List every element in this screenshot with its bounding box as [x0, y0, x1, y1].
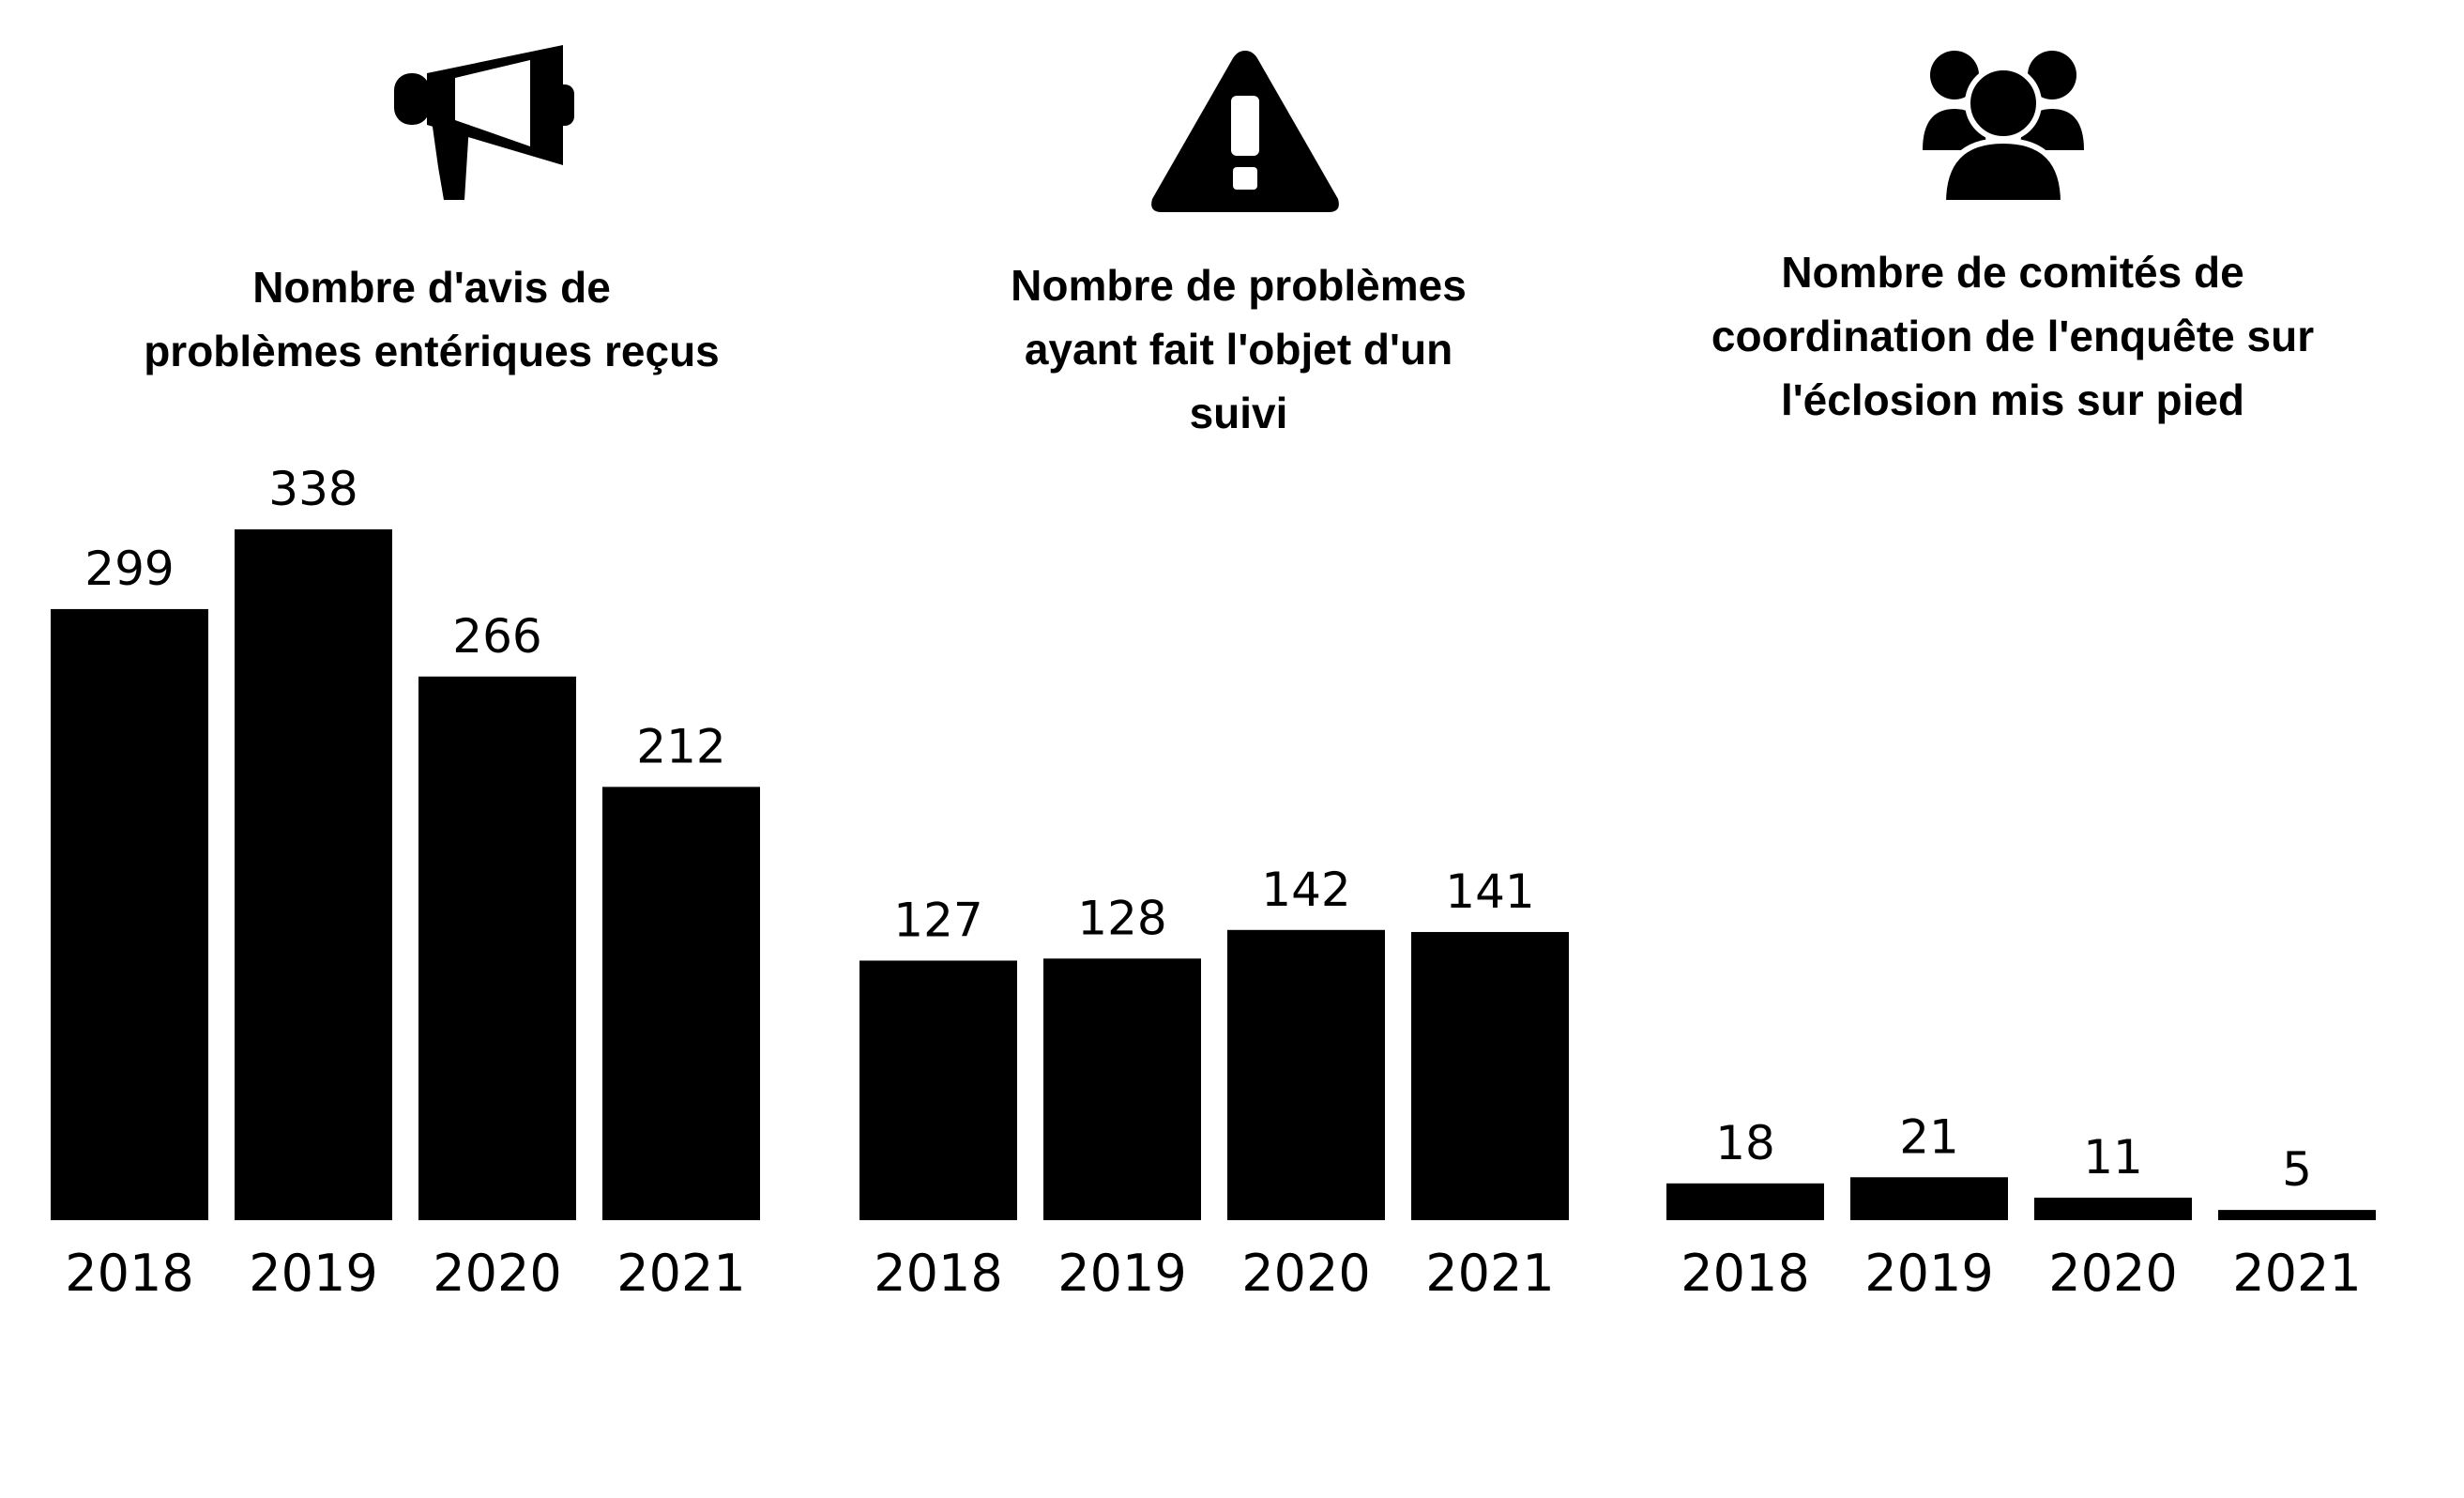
data-label-2018: 18	[1715, 1116, 1775, 1170]
bar-2021	[602, 787, 760, 1220]
x-tick-label-2021: 2021	[1425, 1244, 1554, 1303]
x-tick-label-2020: 2020	[2048, 1244, 2177, 1303]
x-tick-label-2020: 2020	[1241, 1244, 1370, 1303]
chart-3-title-line-1: Nombre de comités de	[1781, 248, 2244, 297]
data-label-2019: 338	[268, 462, 357, 516]
chart-2-title: Nombre de problèmes ayant fait l'objet d…	[844, 253, 1633, 445]
x-tick-label-2021: 2021	[2232, 1244, 2361, 1303]
chart-3-title-line-3: l'éclosion mis sur pied	[1780, 375, 2245, 424]
chart-3-title-line-2: coordination de l'enquête sur	[1711, 312, 2315, 360]
data-label-2018: 127	[893, 893, 982, 947]
bar-2018	[51, 608, 208, 1220]
data-label-2021: 141	[1445, 864, 1534, 919]
bar-2020	[2034, 1198, 2192, 1220]
x-tick-label-2018: 2018	[1681, 1244, 1809, 1303]
bar-2018	[859, 960, 1017, 1220]
data-label-2018: 299	[84, 542, 174, 596]
x-tick-label-2019: 2019	[249, 1244, 377, 1303]
chart-1-title: Nombre d'avis de problèmes entériques re…	[38, 255, 826, 383]
data-label-2019: 21	[1899, 1109, 1959, 1164]
chart-1-title-line-1: Nombre d'avis de	[252, 263, 611, 312]
x-tick-label-2020: 2020	[433, 1244, 561, 1303]
bar-2019	[235, 529, 392, 1220]
bar-2020	[418, 676, 576, 1220]
x-tick-label-2019: 2019	[1864, 1244, 1993, 1303]
chart-1-title-line-2: problèmes entériques reçus	[144, 327, 720, 375]
bar-chart-2: 127 2018 128 2019 142 2020 141 2021	[859, 863, 1569, 1303]
chart-2-title-line-3: suivi	[1189, 389, 1288, 437]
group-icon	[1923, 51, 2084, 206]
bar-2020	[1227, 929, 1385, 1220]
bar-2021	[2218, 1210, 2376, 1220]
data-label-2021: 5	[2282, 1142, 2312, 1197]
x-tick-label-2018: 2018	[65, 1244, 193, 1303]
x-tick-label-2021: 2021	[616, 1244, 745, 1303]
data-label-2019: 128	[1077, 891, 1166, 945]
data-label-2020: 11	[2083, 1130, 2143, 1185]
data-label-2020: 266	[452, 609, 541, 664]
chart-2-title-line-2: ayant fait l'objet d'un	[1024, 325, 1453, 374]
x-tick-label-2019: 2019	[1057, 1244, 1186, 1303]
bar-2018	[1666, 1183, 1824, 1220]
megaphone-icon	[394, 45, 574, 200]
chart-2-title-line-1: Nombre de problèmes	[1011, 261, 1467, 310]
bar-chart-1: 299 2018 338 2019 266 2020 212 2021	[51, 462, 760, 1303]
bar-2021	[1411, 931, 1569, 1220]
x-tick-label-2018: 2018	[874, 1244, 1002, 1303]
bar-chart-3: 18 2018 21 2019 11 2020 5 2021	[1666, 1109, 2376, 1303]
data-label-2020: 142	[1261, 863, 1350, 917]
data-label-2021: 212	[636, 719, 725, 773]
bar-2019	[1043, 958, 1201, 1220]
warning-icon	[1151, 51, 1339, 212]
chart-3-title: Nombre de comités de coordination de l'e…	[1614, 240, 2411, 432]
bar-2019	[1850, 1177, 2008, 1220]
